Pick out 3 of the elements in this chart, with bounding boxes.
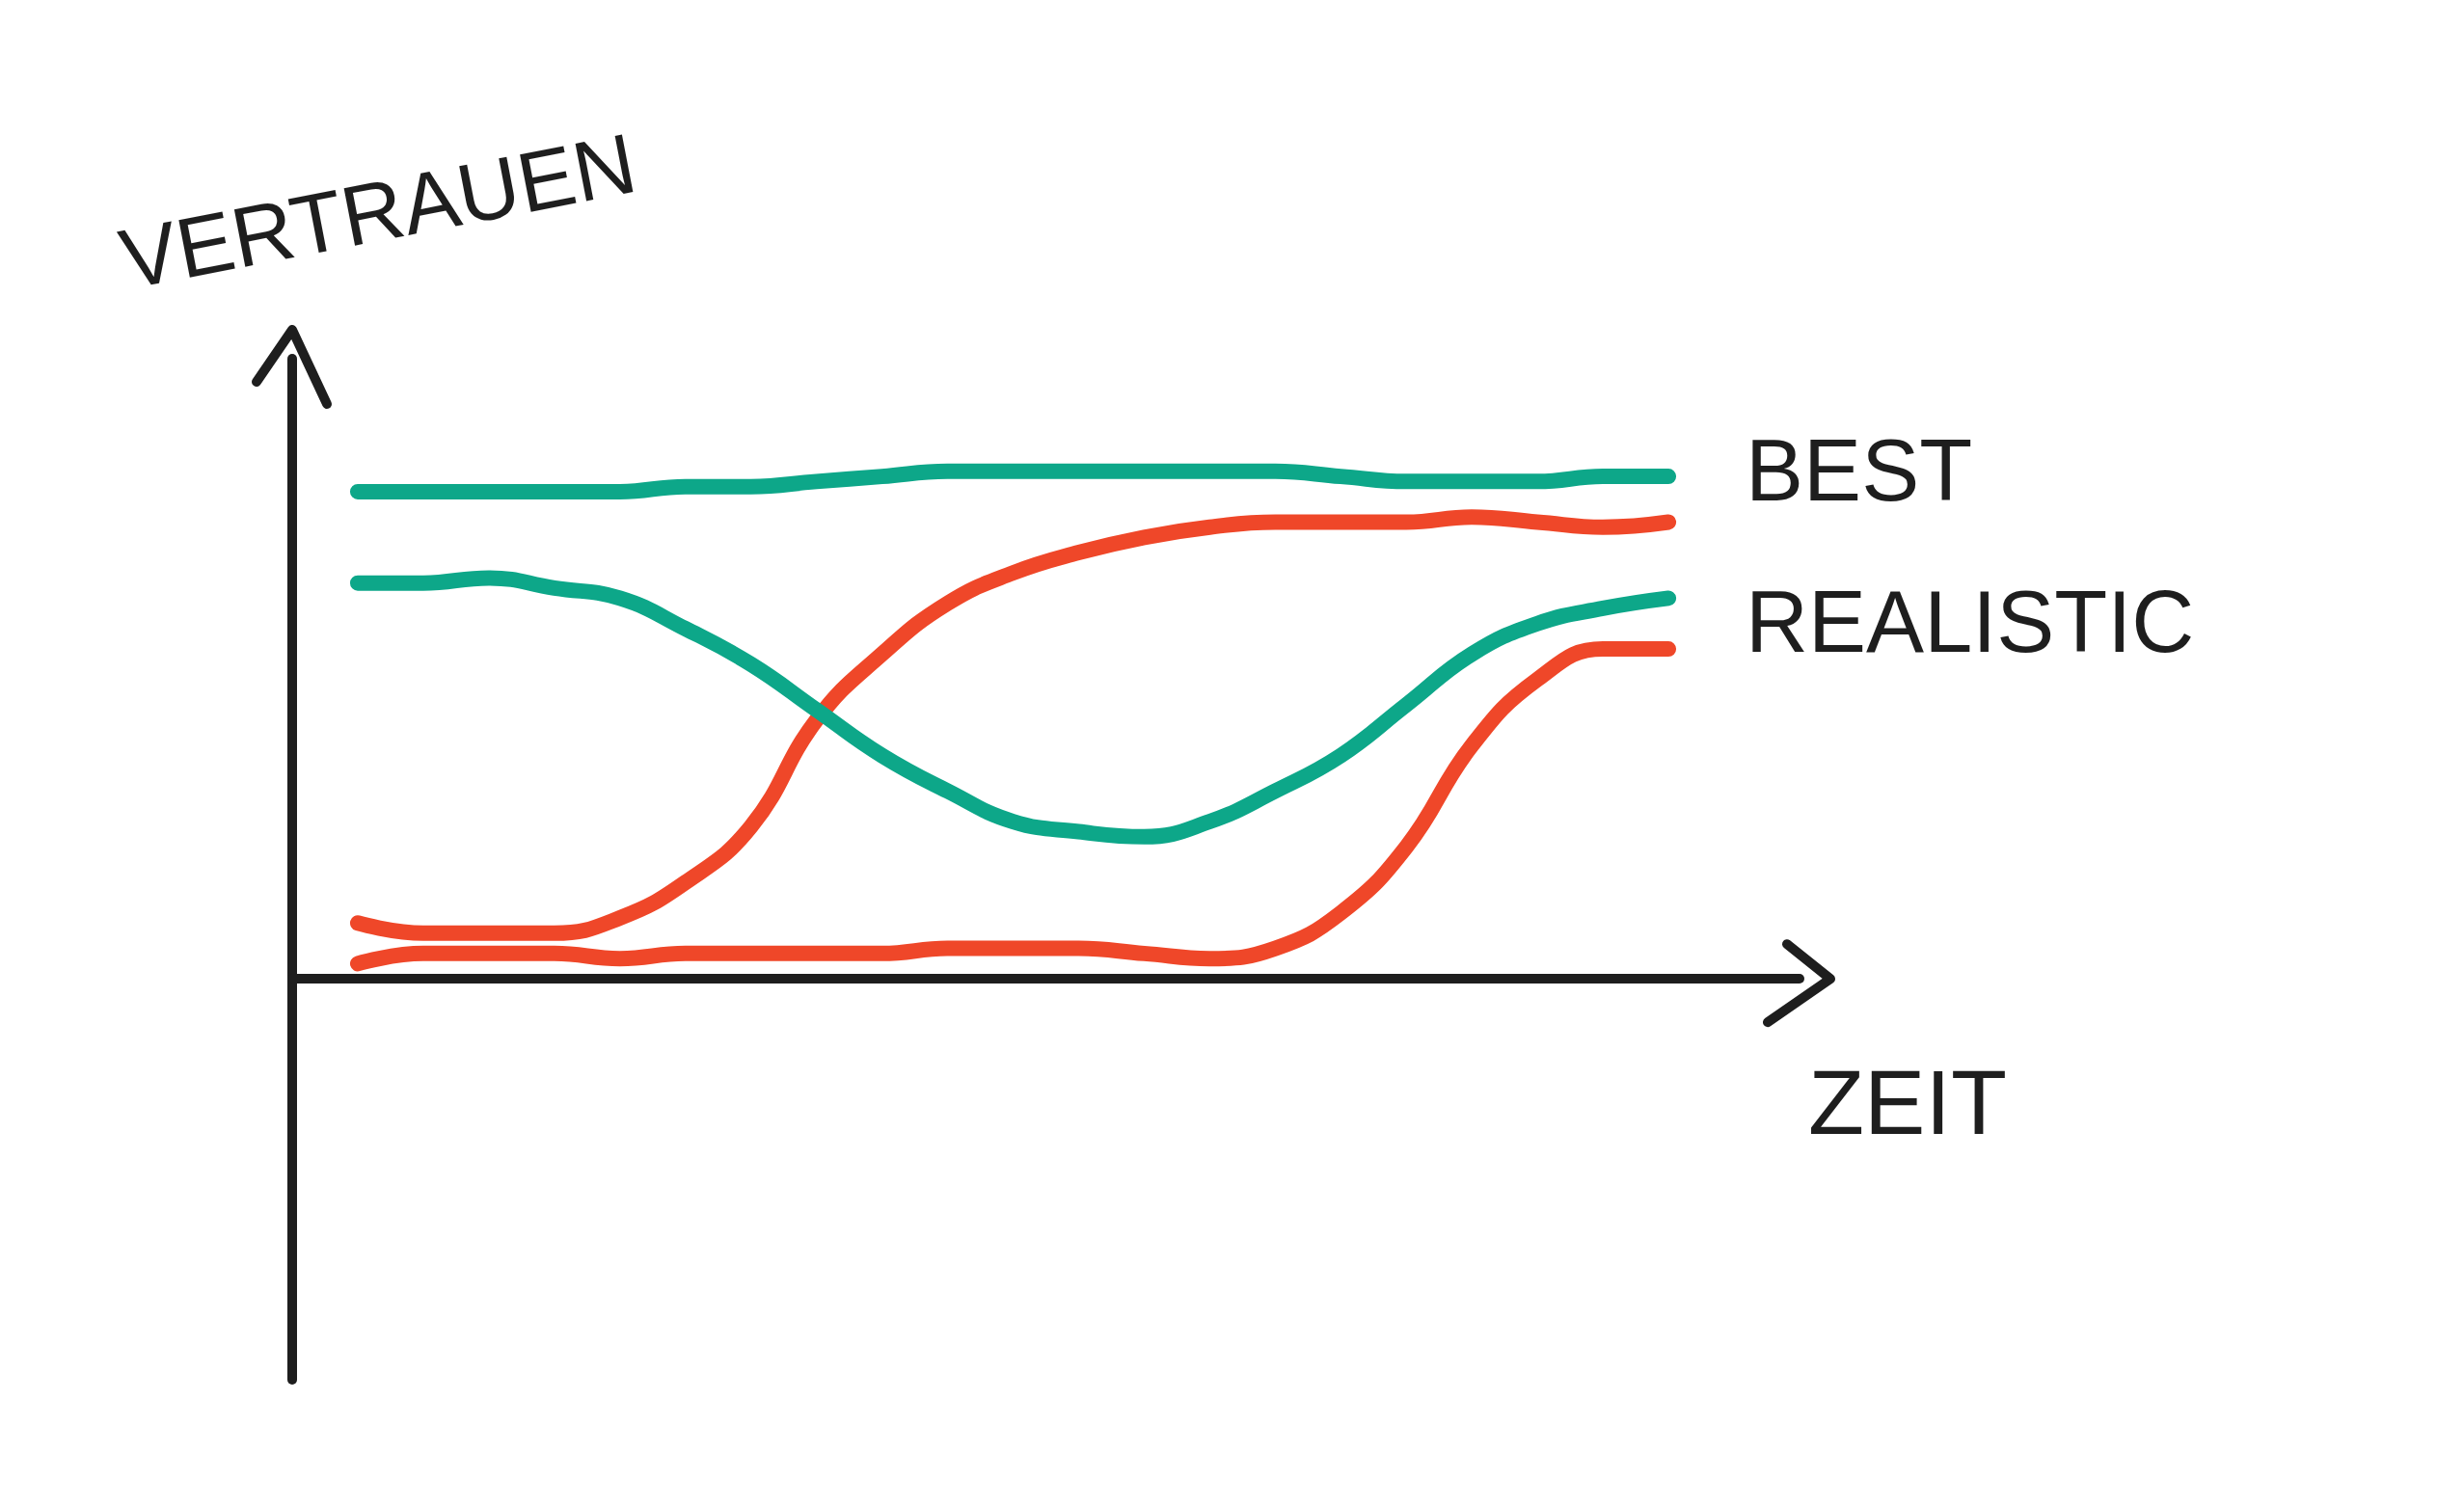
x-axis-title: ZEIT <box>1808 1051 2007 1154</box>
annotation: REALISTIC <box>1746 574 2195 670</box>
annotation: BEST <box>1746 422 1973 519</box>
